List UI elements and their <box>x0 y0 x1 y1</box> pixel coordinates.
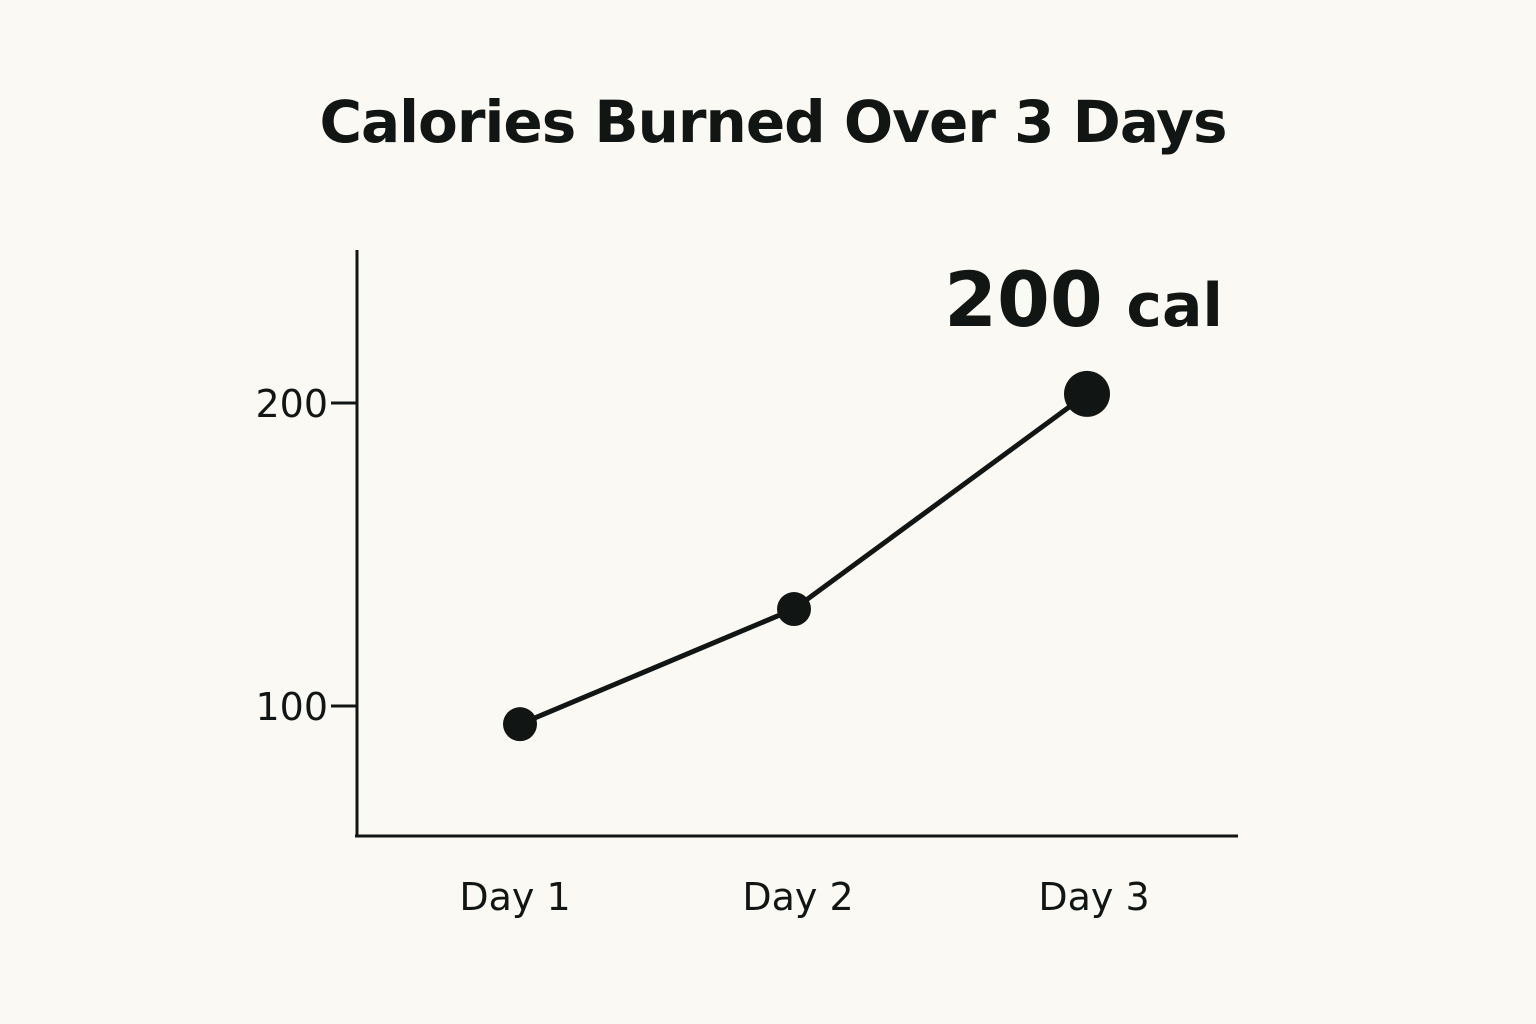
data-point-1 <box>503 707 537 742</box>
y-tick-label: 200 <box>255 382 328 426</box>
data-point-3 <box>1064 370 1110 417</box>
y-ticks: 100 200 <box>255 382 357 729</box>
x-category-label: Day 1 <box>459 875 570 919</box>
data-point-2 <box>777 592 811 627</box>
x-category-labels: Day 1 Day 2 Day 3 <box>459 875 1149 919</box>
annotation-value: 200 <box>944 255 1103 344</box>
chart-title: Calories Burned Over 3 Days <box>319 88 1227 156</box>
y-tick-label: 100 <box>255 685 328 729</box>
x-category-label: Day 3 <box>1038 875 1149 919</box>
value-annotation: 200 cal <box>944 255 1223 344</box>
annotation-unit: cal <box>1126 271 1223 341</box>
data-points <box>503 370 1110 742</box>
x-category-label: Day 2 <box>742 875 853 919</box>
series-line <box>519 391 1089 727</box>
